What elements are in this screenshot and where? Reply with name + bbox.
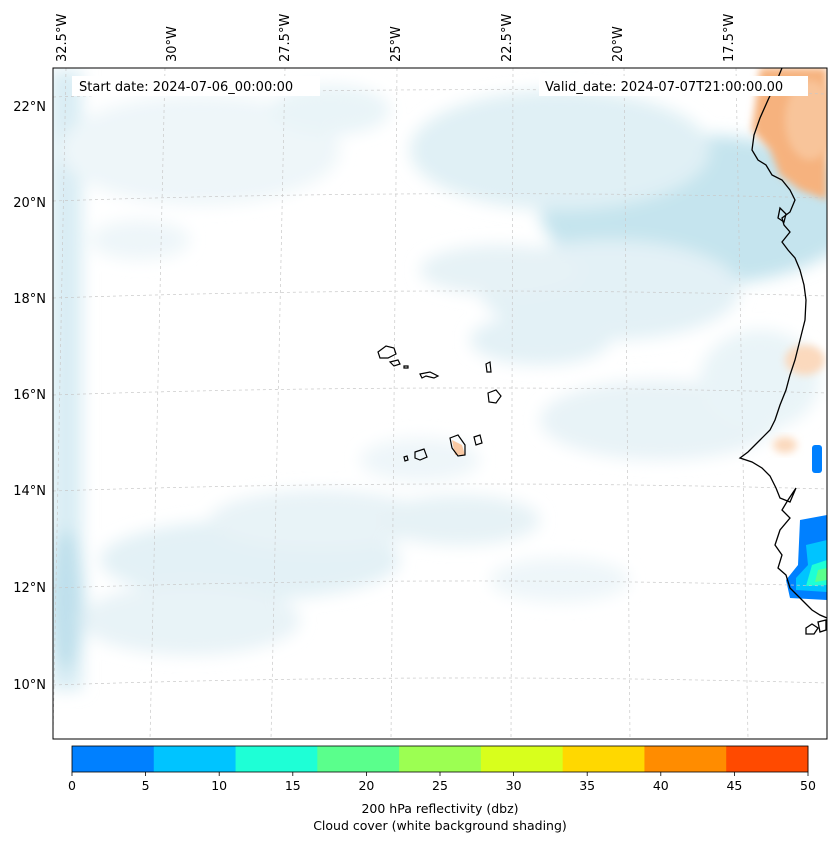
coastline bbox=[738, 68, 827, 635]
colorbar-swatch bbox=[480, 746, 564, 772]
start-date-box: Start date: 2024-07-06_00:00:00 bbox=[72, 76, 320, 96]
colorbar-tick-label: 5 bbox=[142, 778, 150, 793]
cloud-cover-shading bbox=[53, 70, 827, 690]
valid-date-label: Valid_date: 2024-07-07T21:00:00.00 bbox=[545, 80, 783, 95]
lon-label: 25°W bbox=[389, 26, 404, 62]
lon-label: 20°W bbox=[611, 26, 626, 62]
lon-label: 32.5°W bbox=[55, 14, 70, 62]
longitude-labels: 32.5°W 30°W 27.5°W 25°W 22.5°W 20°W 17.5… bbox=[55, 14, 737, 62]
colorbar-tick-label: 40 bbox=[653, 778, 669, 793]
colorbar-swatch bbox=[399, 746, 482, 772]
lon-label: 27.5°W bbox=[278, 14, 293, 62]
lon-label: 17.5°W bbox=[722, 14, 737, 62]
colorbar-tick-label: 25 bbox=[432, 778, 448, 793]
colorbar-swatch bbox=[644, 746, 727, 772]
colorbar-swatch bbox=[726, 746, 809, 772]
lat-label: 18°N bbox=[13, 292, 46, 307]
lat-label: 14°N bbox=[13, 484, 46, 499]
lat-label: 16°N bbox=[13, 388, 46, 403]
colorbar-swatch bbox=[317, 746, 400, 772]
colorbar-swatch bbox=[562, 746, 645, 772]
lon-label: 30°W bbox=[165, 26, 180, 62]
colorbar-tick-label: 45 bbox=[726, 778, 742, 793]
lat-label: 22°N bbox=[13, 100, 46, 115]
colorbar-subtitle: Cloud cover (white background shading) bbox=[313, 818, 567, 833]
map-area bbox=[53, 68, 827, 739]
valid-date-box: Valid_date: 2024-07-07T21:00:00.00 bbox=[539, 76, 808, 96]
land-warm-shading bbox=[452, 68, 827, 455]
colorbar: 0 5 10 15 20 25 30 35 40 45 50 200 hPa reflectivit… bbox=[68, 745, 816, 833]
colorbar-tick-label: 35 bbox=[579, 778, 595, 793]
colorbar-title: 200 hPa reflectivity (dbz) bbox=[361, 801, 518, 816]
lat-label: 10°N bbox=[13, 678, 46, 693]
colorbar-swatch bbox=[72, 746, 155, 772]
colorbar-tick-label: 10 bbox=[211, 778, 227, 793]
start-date-label: Start date: 2024-07-06_00:00:00 bbox=[79, 80, 293, 95]
colorbar-tick-label: 20 bbox=[358, 778, 374, 793]
colorbar-swatch bbox=[235, 746, 318, 772]
map-frame bbox=[52, 67, 828, 740]
colorbar-tick-label: 50 bbox=[800, 778, 816, 793]
lon-label: 22.5°W bbox=[500, 14, 515, 62]
latitude-labels: 22°N 20°N 18°N 16°N 14°N 12°N 10°N bbox=[13, 100, 46, 693]
colorbar-swatch bbox=[153, 746, 237, 772]
lat-label: 12°N bbox=[13, 581, 46, 596]
colorbar-tick-label: 0 bbox=[68, 778, 76, 793]
colorbar-tick-label: 15 bbox=[285, 778, 301, 793]
cape-verde-islands bbox=[377, 345, 502, 462]
reflectivity-cells bbox=[786, 445, 827, 600]
colorbar-tick-label: 30 bbox=[506, 778, 522, 793]
lat-label: 20°N bbox=[13, 196, 46, 211]
